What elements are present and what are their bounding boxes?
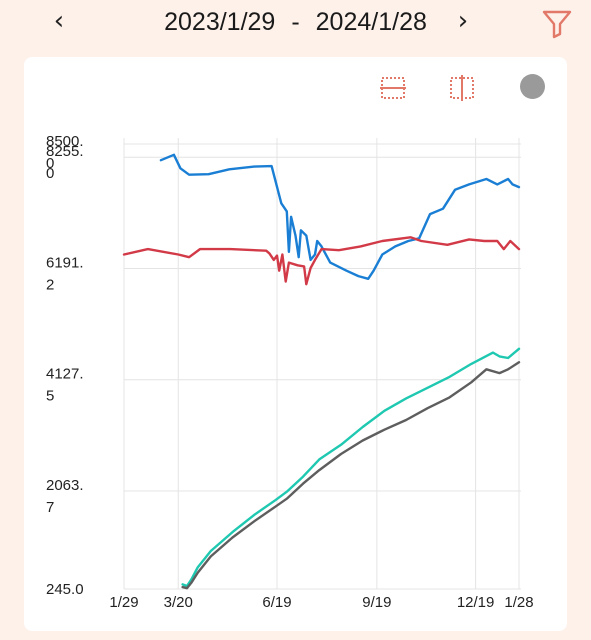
series-line-4 bbox=[181, 361, 521, 590]
y-tick-label: 2063. bbox=[46, 477, 84, 494]
y-tick-label: 8255. bbox=[46, 143, 84, 160]
y-tick-label: 6191. bbox=[46, 254, 84, 271]
x-axis-labels: 1/29 3/20 6/19 9/19 12/19 1/28 bbox=[109, 594, 533, 611]
filter-icon[interactable] bbox=[540, 6, 574, 40]
series-line-3 bbox=[181, 347, 521, 588]
vertical-crosshair-icon[interactable] bbox=[447, 73, 477, 103]
chevron-left-icon[interactable]: ‹ bbox=[53, 6, 65, 36]
horizontal-crosshair-icon[interactable] bbox=[378, 73, 408, 103]
circle-icon[interactable] bbox=[520, 74, 545, 99]
x-tick-label: 12/19 bbox=[457, 594, 495, 611]
date-range: 2023/1/29-2024/1/28 bbox=[0, 6, 591, 38]
chart-card: 245.0 2063. 7 4127. 5 6191. 2 8255. 0 8500. 0 1/29… bbox=[24, 57, 567, 631]
series-lines bbox=[122, 153, 521, 590]
start-date: 2023/1/29 bbox=[164, 8, 276, 36]
y-tick-label-cont: 0 bbox=[46, 155, 54, 172]
series-line-1 bbox=[159, 153, 521, 280]
x-tick-label: 1/29 bbox=[109, 594, 138, 611]
x-tick-label: 3/20 bbox=[164, 594, 193, 611]
y-tick-label-cont: 5 bbox=[46, 388, 54, 405]
x-tick-label: 1/28 bbox=[504, 594, 533, 611]
y-tick-label: 8500. bbox=[46, 133, 84, 150]
x-tick-label: 6/19 bbox=[262, 594, 291, 611]
y-tick-label-cont: 2 bbox=[46, 276, 54, 293]
y-tick-label: 4127. bbox=[46, 366, 84, 383]
header: ‹ 2023/1/29-2024/1/28 › bbox=[0, 0, 591, 46]
grid bbox=[123, 138, 521, 590]
date-separator: - bbox=[291, 8, 300, 36]
series-line-2 bbox=[122, 236, 521, 286]
y-tick-label-cont: 7 bbox=[46, 499, 54, 516]
end-date: 2024/1/28 bbox=[315, 8, 427, 36]
y-tick-label-cont: 0 bbox=[46, 165, 54, 182]
chevron-right-icon[interactable]: › bbox=[457, 6, 469, 36]
y-tick-label: 245.0 bbox=[46, 581, 84, 598]
x-tick-label: 9/19 bbox=[362, 594, 391, 611]
